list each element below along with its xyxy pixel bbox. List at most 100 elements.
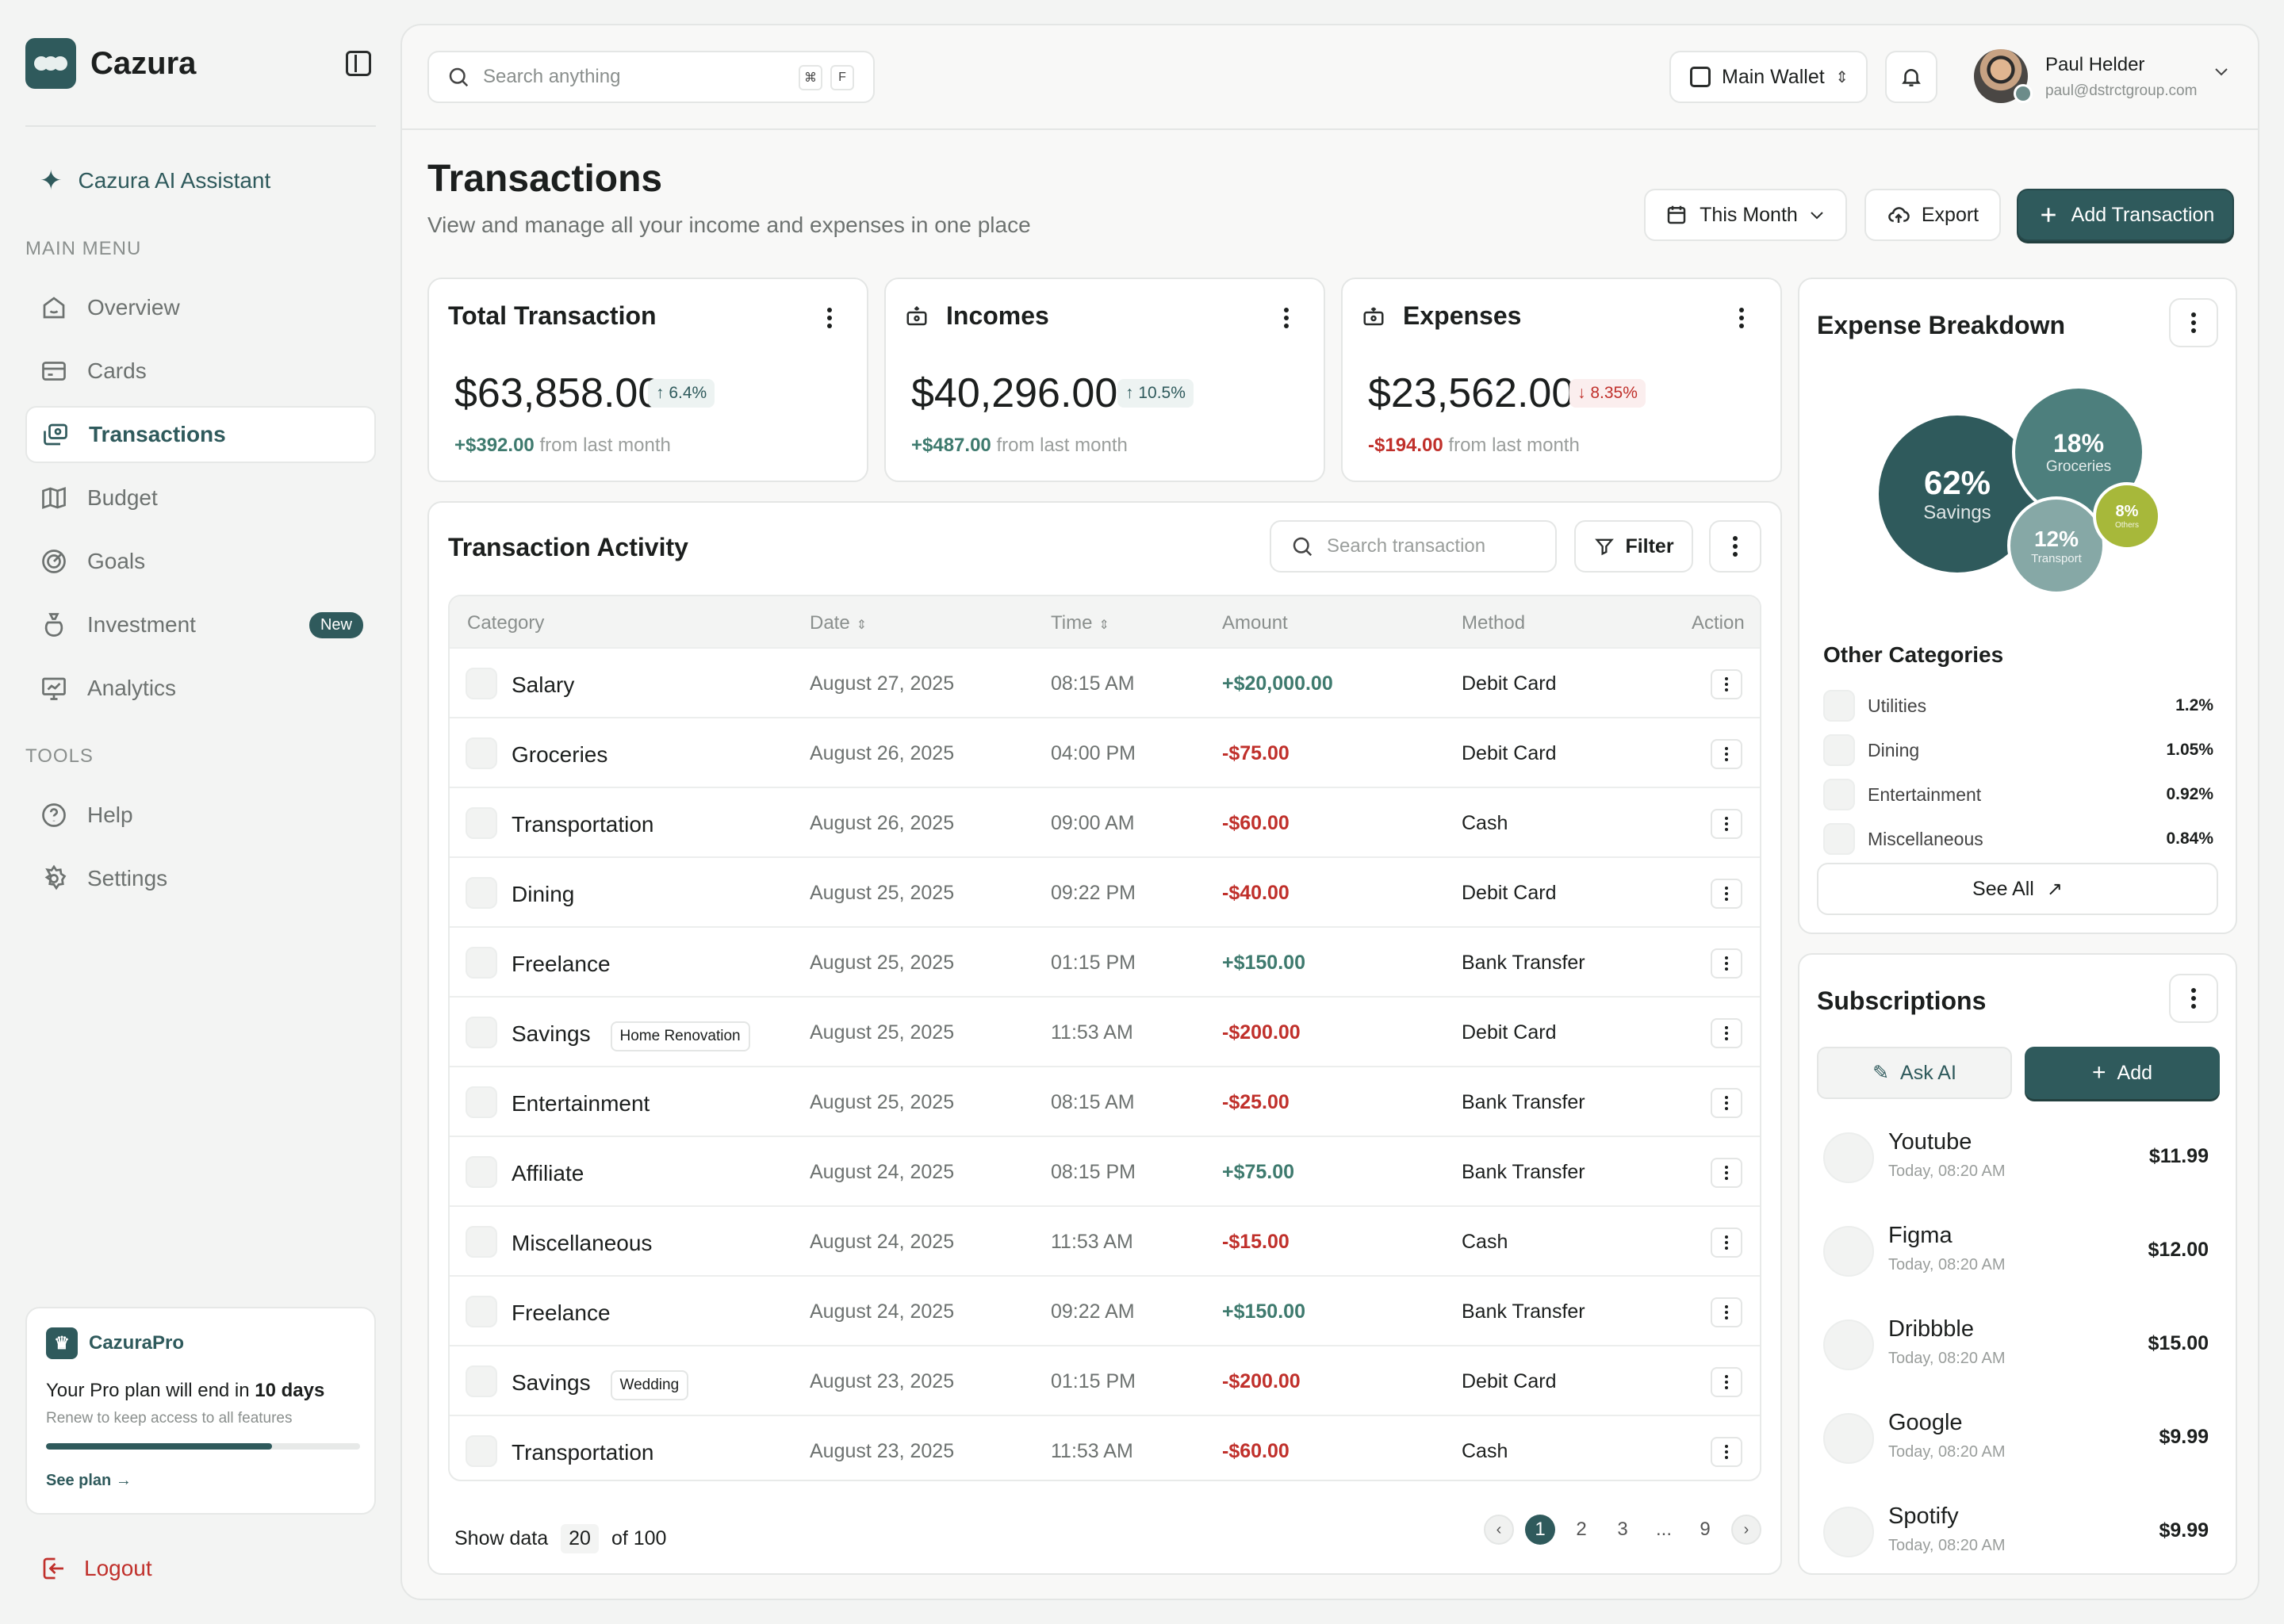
category-icon [466, 807, 497, 839]
subscription-name: Google [1888, 1410, 1963, 1435]
more-vertical-icon [1725, 1445, 1728, 1448]
subscription-row[interactable]: Youtube Today, 08:20 AM $11.99 [1823, 1124, 2215, 1188]
breakdown-more-button[interactable] [2169, 298, 2218, 347]
add-subscription-button[interactable]: + Add [2025, 1047, 2220, 1099]
row-amount: +$150.00 [1222, 952, 1305, 974]
sidebar-item-cards[interactable]: Cards [25, 343, 376, 400]
activity-more-button[interactable] [1709, 520, 1761, 573]
more-vertical-icon[interactable] [1284, 308, 1289, 328]
sidebar-item-analytics[interactable]: Analytics [25, 660, 376, 717]
stat-change-badge: ↑ 10.5% [1117, 379, 1194, 408]
row-amount: +$20,000.00 [1222, 672, 1333, 695]
category-icon [466, 1086, 497, 1118]
row-action-button[interactable] [1711, 948, 1742, 979]
row-action-button[interactable] [1711, 809, 1742, 839]
column-header-time[interactable]: Time ⇕ [1051, 612, 1109, 634]
row-action-button[interactable] [1711, 739, 1742, 769]
row-action-button[interactable] [1711, 1437, 1742, 1467]
subscription-row[interactable]: Spotify Today, 08:20 AM $9.99 [1823, 1499, 2215, 1562]
subscription-row[interactable]: Dribbble Today, 08:20 AM $15.00 [1823, 1312, 2215, 1375]
row-action-button[interactable] [1711, 1228, 1742, 1258]
table-row[interactable]: Freelance August 24, 2025 09:22 AM +$150.00… [450, 1275, 1760, 1345]
page-button[interactable]: 9 [1700, 1519, 1711, 1540]
search-input[interactable] [483, 66, 784, 88]
subscription-row[interactable]: Google Today, 08:20 AM $9.99 [1823, 1405, 2215, 1469]
table-row[interactable]: Freelance August 25, 2025 01:15 PM +$150.00… [450, 926, 1760, 996]
row-action-button[interactable] [1711, 1018, 1742, 1048]
row-action-button[interactable] [1711, 1297, 1742, 1327]
sidebar-item-goals[interactable]: Goals [25, 533, 376, 590]
more-vertical-icon[interactable] [827, 308, 832, 328]
subscription-name: Figma [1888, 1223, 1953, 1248]
table-row[interactable]: Dining August 25, 2025 09:22 PM -$40.00 Debi… [450, 856, 1760, 926]
notification-button[interactable] [1885, 51, 1937, 103]
column-header-date[interactable]: Date ⇕ [810, 612, 867, 634]
user-email: paul@dstrctgroup.com [2045, 82, 2198, 99]
row-action-button[interactable] [1711, 1158, 1742, 1188]
filter-button[interactable]: Filter [1574, 520, 1693, 573]
table-row[interactable]: Savings Wedding August 23, 2025 01:15 PM -$2… [450, 1345, 1760, 1415]
sidebar-item-transactions[interactable]: Transactions [25, 406, 376, 463]
next-page-icon[interactable]: › [1731, 1515, 1761, 1545]
app-logo[interactable]: Cazura [25, 38, 196, 89]
table-row[interactable]: Groceries August 26, 2025 04:00 PM -$75.00 D… [450, 717, 1760, 787]
logout-label: Logout [84, 1556, 152, 1580]
page-button[interactable]: 2 [1576, 1519, 1587, 1540]
row-action-button[interactable] [1711, 669, 1742, 699]
sidebar-item-overview[interactable]: Overview [25, 279, 376, 336]
more-vertical-icon[interactable] [1739, 308, 1744, 328]
row-action-button[interactable] [1711, 1088, 1742, 1118]
wallet-selector[interactable]: Main Wallet ⇕ [1669, 51, 1868, 103]
row-date: August 25, 2025 [810, 1021, 955, 1044]
logout-button[interactable]: Logout [40, 1554, 152, 1583]
row-action-button[interactable] [1711, 879, 1742, 909]
subscription-row[interactable]: Figma Today, 08:20 AM $12.00 [1823, 1218, 2215, 1281]
stat-delta: +$487.00 [911, 435, 991, 456]
transaction-search[interactable] [1270, 520, 1557, 573]
table-row[interactable]: Salary August 27, 2025 08:15 AM +$20,000.00… [450, 647, 1760, 717]
wallet-expense-icon [1363, 307, 1384, 325]
chevron-down-icon[interactable] [2212, 62, 2231, 81]
global-search[interactable]: ⌘ F [427, 51, 875, 103]
more-vertical-icon [1725, 1235, 1728, 1239]
table-row[interactable]: Transportation August 26, 2025 09:00 AM -$6… [450, 787, 1760, 856]
sidebar-item-settings[interactable]: Settings [25, 850, 376, 907]
more-vertical-icon [1725, 956, 1728, 959]
category-icon [466, 1156, 497, 1188]
export-button[interactable]: Export [1864, 189, 2001, 241]
page-button[interactable]: 1 [1525, 1515, 1555, 1545]
category-icon [466, 737, 497, 769]
topbar: ⌘ F Main Wallet ⇕ Paul Helder paul@dstrc… [402, 25, 2258, 130]
table-row[interactable]: Entertainment August 25, 2025 08:15 AM -$25… [450, 1066, 1760, 1136]
row-date: August 27, 2025 [810, 672, 955, 695]
subscriptions-more-button[interactable] [2169, 974, 2218, 1023]
see-all-button[interactable]: See All ↗ [1817, 863, 2218, 915]
page-button[interactable]: 3 [1617, 1519, 1628, 1540]
bubble-others: 8% Others [2093, 482, 2161, 550]
row-action-button[interactable] [1711, 1367, 1742, 1397]
see-plan-link[interactable]: See plan → [46, 1472, 355, 1490]
sidebar-item-help[interactable]: Help [25, 787, 376, 844]
add-transaction-button[interactable]: Add Transaction [2017, 189, 2234, 241]
more-vertical-icon [1725, 1305, 1728, 1308]
sidebar-collapse-icon[interactable] [346, 51, 371, 76]
other-categories-title: Other Categories [1823, 642, 2004, 667]
table-row[interactable]: Transportation August 23, 2025 11:53 AM -$6… [450, 1415, 1760, 1480]
prev-page-icon[interactable]: ‹ [1484, 1515, 1514, 1545]
ai-assistant-link[interactable]: ✦ Cazura AI Assistant [40, 165, 270, 197]
row-date: August 25, 2025 [810, 882, 955, 904]
period-dropdown[interactable]: This Month [1644, 189, 1847, 241]
table-row[interactable]: Savings Home Renovation August 25, 2025 11:… [450, 996, 1760, 1066]
subscription-name: Dribbble [1888, 1316, 1974, 1342]
sidebar-item-investment[interactable]: Investment New [25, 596, 376, 653]
table-row[interactable]: Affiliate August 24, 2025 08:15 PM +$75.00 B… [450, 1136, 1760, 1205]
row-date: August 25, 2025 [810, 1091, 955, 1113]
row-time: 09:00 AM [1051, 812, 1135, 834]
transaction-search-input[interactable] [1327, 535, 1549, 557]
page-size-select[interactable]: 20 [561, 1524, 599, 1553]
sidebar-item-budget[interactable]: Budget [25, 469, 376, 527]
table-row[interactable]: Miscellaneous August 24, 2025 11:53 AM -$15… [450, 1205, 1760, 1275]
row-method: Debit Card [1462, 1021, 1557, 1044]
pro-plan-name: CazuraPro [89, 1332, 185, 1354]
ask-ai-button[interactable]: ✎ Ask AI [1817, 1047, 2012, 1099]
